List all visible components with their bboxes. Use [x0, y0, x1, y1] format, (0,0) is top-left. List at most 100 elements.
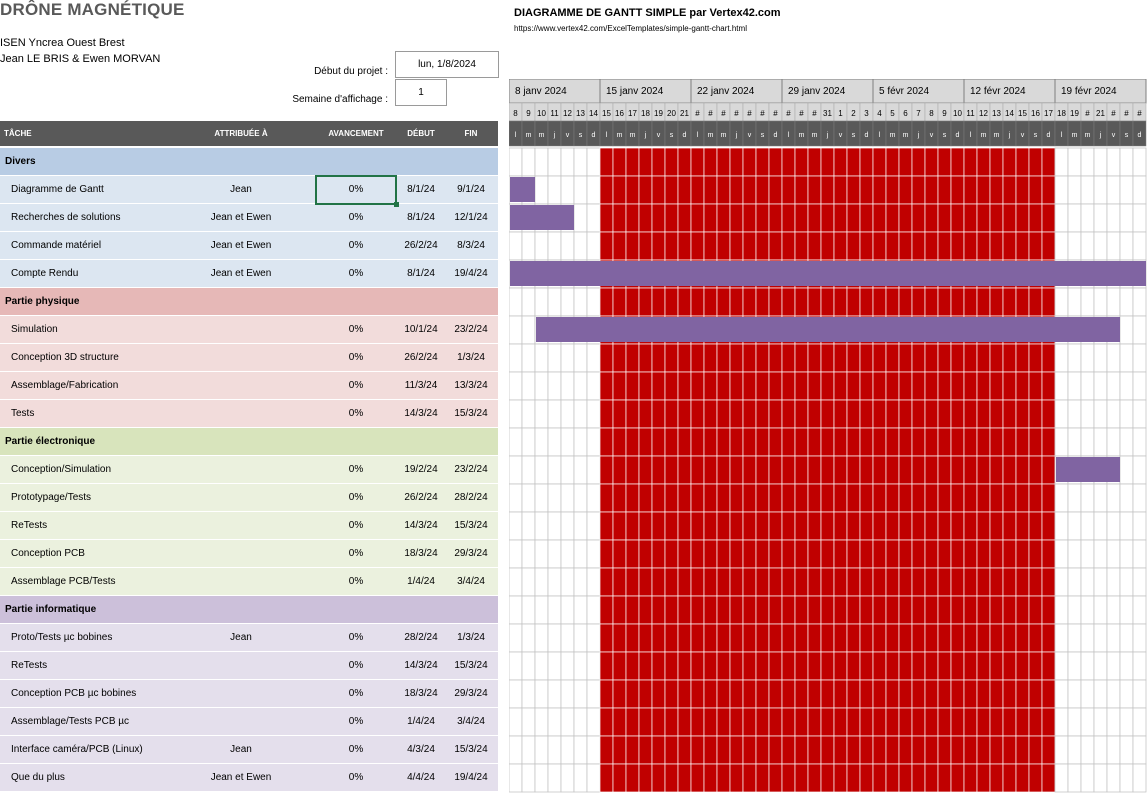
gantt-cell[interactable]: [509, 651, 523, 681]
gantt-cell[interactable]: [599, 483, 614, 513]
gantt-cell[interactable]: [1041, 623, 1056, 653]
gantt-cell[interactable]: [807, 707, 822, 737]
gantt-cell[interactable]: [768, 287, 783, 317]
gantt-cell[interactable]: [1002, 399, 1017, 429]
gantt-cell[interactable]: [1080, 511, 1095, 541]
gantt-cell[interactable]: [872, 371, 887, 401]
gantt-cell[interactable]: [1093, 175, 1108, 205]
gantt-cell[interactable]: [1015, 707, 1030, 737]
end-date-cell[interactable]: 15/3/24: [454, 744, 488, 755]
gantt-cell[interactable]: [521, 511, 536, 541]
gantt-cell[interactable]: [509, 483, 523, 513]
gantt-cell[interactable]: [1002, 343, 1017, 373]
gantt-cell[interactable]: [1119, 287, 1134, 317]
start-date-cell[interactable]: lun, 1/8/2024: [395, 51, 499, 78]
gantt-cell[interactable]: [781, 343, 796, 373]
table-row[interactable]: Conception 3D structure 0% 26/2/24 1/3/24: [0, 344, 498, 371]
gantt-cell[interactable]: [768, 483, 783, 513]
gantt-cell[interactable]: [885, 511, 900, 541]
gantt-cell[interactable]: [1119, 147, 1134, 177]
gantt-cell[interactable]: [898, 399, 913, 429]
gantt-cell[interactable]: [703, 483, 718, 513]
progress-cell[interactable]: 0%: [348, 268, 364, 279]
gantt-cell[interactable]: [950, 231, 965, 261]
gantt-cell[interactable]: [924, 203, 939, 233]
gantt-cell[interactable]: [1028, 399, 1043, 429]
gantt-cell[interactable]: [911, 287, 926, 317]
gantt-cell[interactable]: [911, 483, 926, 513]
gantt-cell[interactable]: [638, 511, 653, 541]
gantt-cell[interactable]: [599, 175, 614, 205]
gantt-cell[interactable]: [911, 427, 926, 457]
gantt-cell[interactable]: [703, 735, 718, 765]
gantt-cell[interactable]: [651, 455, 666, 485]
gantt-cell[interactable]: [1067, 651, 1082, 681]
gantt-cell[interactable]: [950, 371, 965, 401]
gantt-cell[interactable]: [1067, 539, 1082, 569]
start-date-cell[interactable]: 4/3/24: [407, 744, 435, 755]
gantt-cell[interactable]: [1119, 763, 1134, 793]
task-bar[interactable]: [510, 205, 574, 230]
gantt-cell[interactable]: [573, 455, 588, 485]
gantt-cell[interactable]: [1067, 371, 1082, 401]
gantt-cell[interactable]: [547, 399, 562, 429]
col-assigned[interactable]: ATTRIBUÉE À: [214, 128, 268, 138]
gantt-cell[interactable]: [664, 511, 679, 541]
gantt-cell[interactable]: [807, 287, 822, 317]
gantt-cell[interactable]: [560, 399, 575, 429]
gantt-cell[interactable]: [1067, 567, 1082, 597]
gantt-cell[interactable]: [989, 203, 1004, 233]
gantt-cell[interactable]: [1067, 427, 1082, 457]
gantt-cell[interactable]: [911, 539, 926, 569]
gantt-cell[interactable]: [911, 511, 926, 541]
gantt-cell[interactable]: [690, 763, 705, 793]
gantt-cell[interactable]: [690, 567, 705, 597]
gantt-cell[interactable]: [794, 539, 809, 569]
gantt-cell[interactable]: [509, 511, 523, 541]
assigned-cell[interactable]: [196, 484, 286, 511]
gantt-cell[interactable]: [586, 595, 601, 625]
selected-cell[interactable]: [315, 175, 399, 207]
gantt-cell[interactable]: [976, 651, 991, 681]
gantt-cell[interactable]: [521, 315, 536, 345]
gantt-cell[interactable]: [807, 763, 822, 793]
gantt-cell[interactable]: [651, 539, 666, 569]
gantt-cell[interactable]: [963, 679, 978, 709]
gantt-cell[interactable]: [768, 651, 783, 681]
gantt-cell[interactable]: [1132, 567, 1147, 597]
gantt-cell[interactable]: [651, 399, 666, 429]
gantt-cell[interactable]: [963, 483, 978, 513]
gantt-cell[interactable]: [859, 707, 874, 737]
gantt-cell[interactable]: [521, 427, 536, 457]
gantt-cell[interactable]: [1002, 651, 1017, 681]
gantt-cell[interactable]: [1002, 231, 1017, 261]
gantt-cell[interactable]: [677, 595, 692, 625]
gantt-cell[interactable]: [937, 287, 952, 317]
gantt-cell[interactable]: [638, 175, 653, 205]
gantt-cell[interactable]: [768, 679, 783, 709]
gantt-cell[interactable]: [924, 147, 939, 177]
assigned-cell[interactable]: [196, 372, 286, 399]
gantt-cell[interactable]: [859, 483, 874, 513]
gantt-cell[interactable]: [937, 539, 952, 569]
gantt-cell[interactable]: [729, 455, 744, 485]
gantt-cell[interactable]: [924, 763, 939, 793]
gantt-cell[interactable]: [742, 343, 757, 373]
gantt-cell[interactable]: [1002, 175, 1017, 205]
gantt-cell[interactable]: [768, 763, 783, 793]
end-date-cell[interactable]: 29/3/24: [454, 548, 488, 559]
gantt-cell[interactable]: [612, 343, 627, 373]
gantt-url-link[interactable]: https://www.vertex42.com/ExcelTemplates/…: [514, 24, 747, 33]
gantt-cell[interactable]: [638, 231, 653, 261]
gantt-cell[interactable]: [625, 427, 640, 457]
gantt-cell[interactable]: [924, 287, 939, 317]
gantt-cell[interactable]: [625, 371, 640, 401]
gantt-cell[interactable]: [1028, 539, 1043, 569]
gantt-cell[interactable]: [911, 343, 926, 373]
gantt-cell[interactable]: [898, 511, 913, 541]
gantt-cell[interactable]: [586, 567, 601, 597]
gantt-cell[interactable]: [729, 287, 744, 317]
gantt-cell[interactable]: [872, 679, 887, 709]
gantt-cell[interactable]: [677, 427, 692, 457]
gantt-cell[interactable]: [1080, 343, 1095, 373]
